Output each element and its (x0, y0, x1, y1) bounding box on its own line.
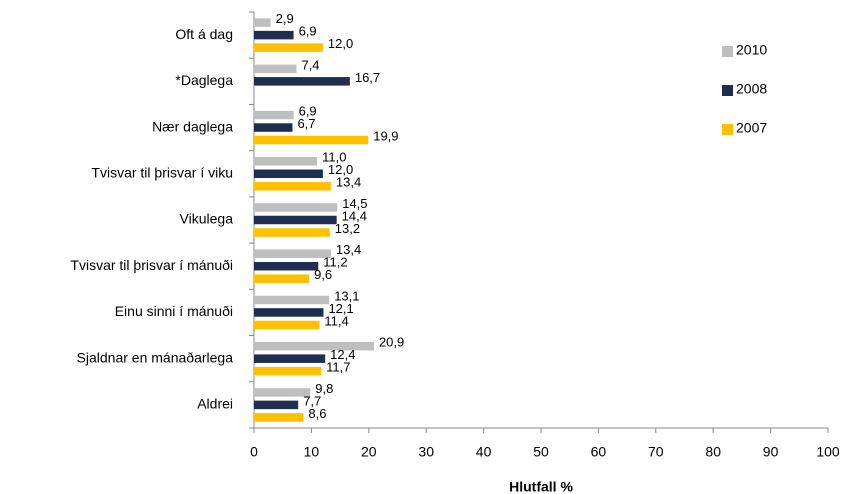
value-label: 11,0 (322, 150, 346, 165)
value-label: 6,9 (299, 24, 317, 39)
legend-label: 2008 (736, 81, 767, 97)
value-label: 7,7 (303, 393, 321, 408)
bar (254, 341, 374, 351)
y-tick-label: *Daglega (175, 72, 233, 88)
bar (254, 249, 331, 258)
x-tick-label: 80 (705, 444, 721, 460)
x-tick-label: 20 (361, 444, 377, 460)
value-label: 19,9 (373, 128, 398, 143)
bar (254, 203, 338, 212)
x-tick-label: 50 (533, 444, 549, 460)
legend-label: 2007 (736, 120, 767, 136)
y-tick-label: Vikulega (180, 211, 234, 227)
value-label: 9,8 (315, 381, 333, 396)
bar (254, 295, 330, 305)
value-label: 12,1 (328, 301, 353, 316)
legend-label: 2010 (736, 42, 767, 58)
x-tick-label: 30 (418, 444, 434, 460)
value-label: 13,1 (334, 288, 359, 303)
x-tick-label: 70 (648, 444, 664, 460)
value-label: 14,5 (342, 196, 367, 211)
value-label: 16,7 (355, 70, 380, 85)
value-label: 13,4 (336, 175, 361, 190)
bar (254, 261, 319, 271)
bar (254, 228, 330, 237)
y-tick-label: Sjaldnar en mánaðarlega (77, 349, 234, 365)
bar (254, 77, 350, 86)
x-axis-title: Hlutfall % (509, 479, 573, 494)
x-tick-label: 10 (304, 444, 320, 460)
bar (254, 413, 304, 422)
y-tick-label: Tvisvar til þrisvar í mánuði (70, 257, 233, 273)
bar (254, 400, 299, 410)
bar (254, 308, 324, 317)
legend-swatch (722, 46, 733, 57)
legend-swatch (722, 124, 733, 135)
value-label: 12,0 (328, 36, 353, 51)
bar (254, 366, 322, 376)
bar (254, 110, 294, 120)
value-label: 9,6 (314, 267, 332, 282)
x-tick-label: 60 (591, 444, 607, 460)
value-label: 12,0 (328, 162, 353, 177)
bar (254, 64, 297, 74)
y-tick-label: Nær daglega (152, 118, 233, 134)
x-tick-label: 0 (250, 444, 258, 460)
value-label: 6,9 (299, 103, 317, 118)
value-label: 13,2 (335, 221, 360, 236)
bar (254, 274, 310, 283)
bar (254, 157, 318, 166)
value-label: 11,4 (324, 313, 348, 328)
bar (254, 18, 271, 27)
bar (254, 43, 323, 52)
value-label: 11,7 (326, 360, 350, 375)
bar (254, 123, 293, 132)
legend-swatch (722, 85, 733, 96)
x-tick-label: 40 (476, 444, 492, 460)
value-label: 2,9 (276, 11, 294, 26)
y-tick-label: Aldrei (197, 396, 233, 412)
bar (254, 30, 294, 40)
bar (254, 354, 326, 363)
bar (254, 388, 311, 397)
value-label: 12,4 (330, 347, 355, 362)
y-tick-label: Oft á dag (175, 26, 233, 42)
value-label: 14,4 (342, 208, 367, 223)
value-label: 8,6 (308, 406, 326, 421)
value-label: 11,2 (323, 255, 347, 270)
y-tick-label: Tvisvar til þrisvar í viku (91, 164, 233, 180)
value-label: 13,4 (336, 242, 361, 257)
bar (254, 169, 323, 179)
value-label: 7,4 (301, 57, 319, 72)
value-label: 6,7 (297, 116, 315, 131)
y-tick-label: Einu sinni í mánuði (115, 303, 233, 319)
bar (254, 215, 337, 225)
bar (254, 182, 331, 191)
x-tick-label: 100 (816, 444, 840, 460)
bar (254, 135, 369, 145)
bar (254, 320, 320, 330)
value-label: 20,9 (379, 335, 404, 350)
x-tick-label: 90 (763, 444, 779, 460)
